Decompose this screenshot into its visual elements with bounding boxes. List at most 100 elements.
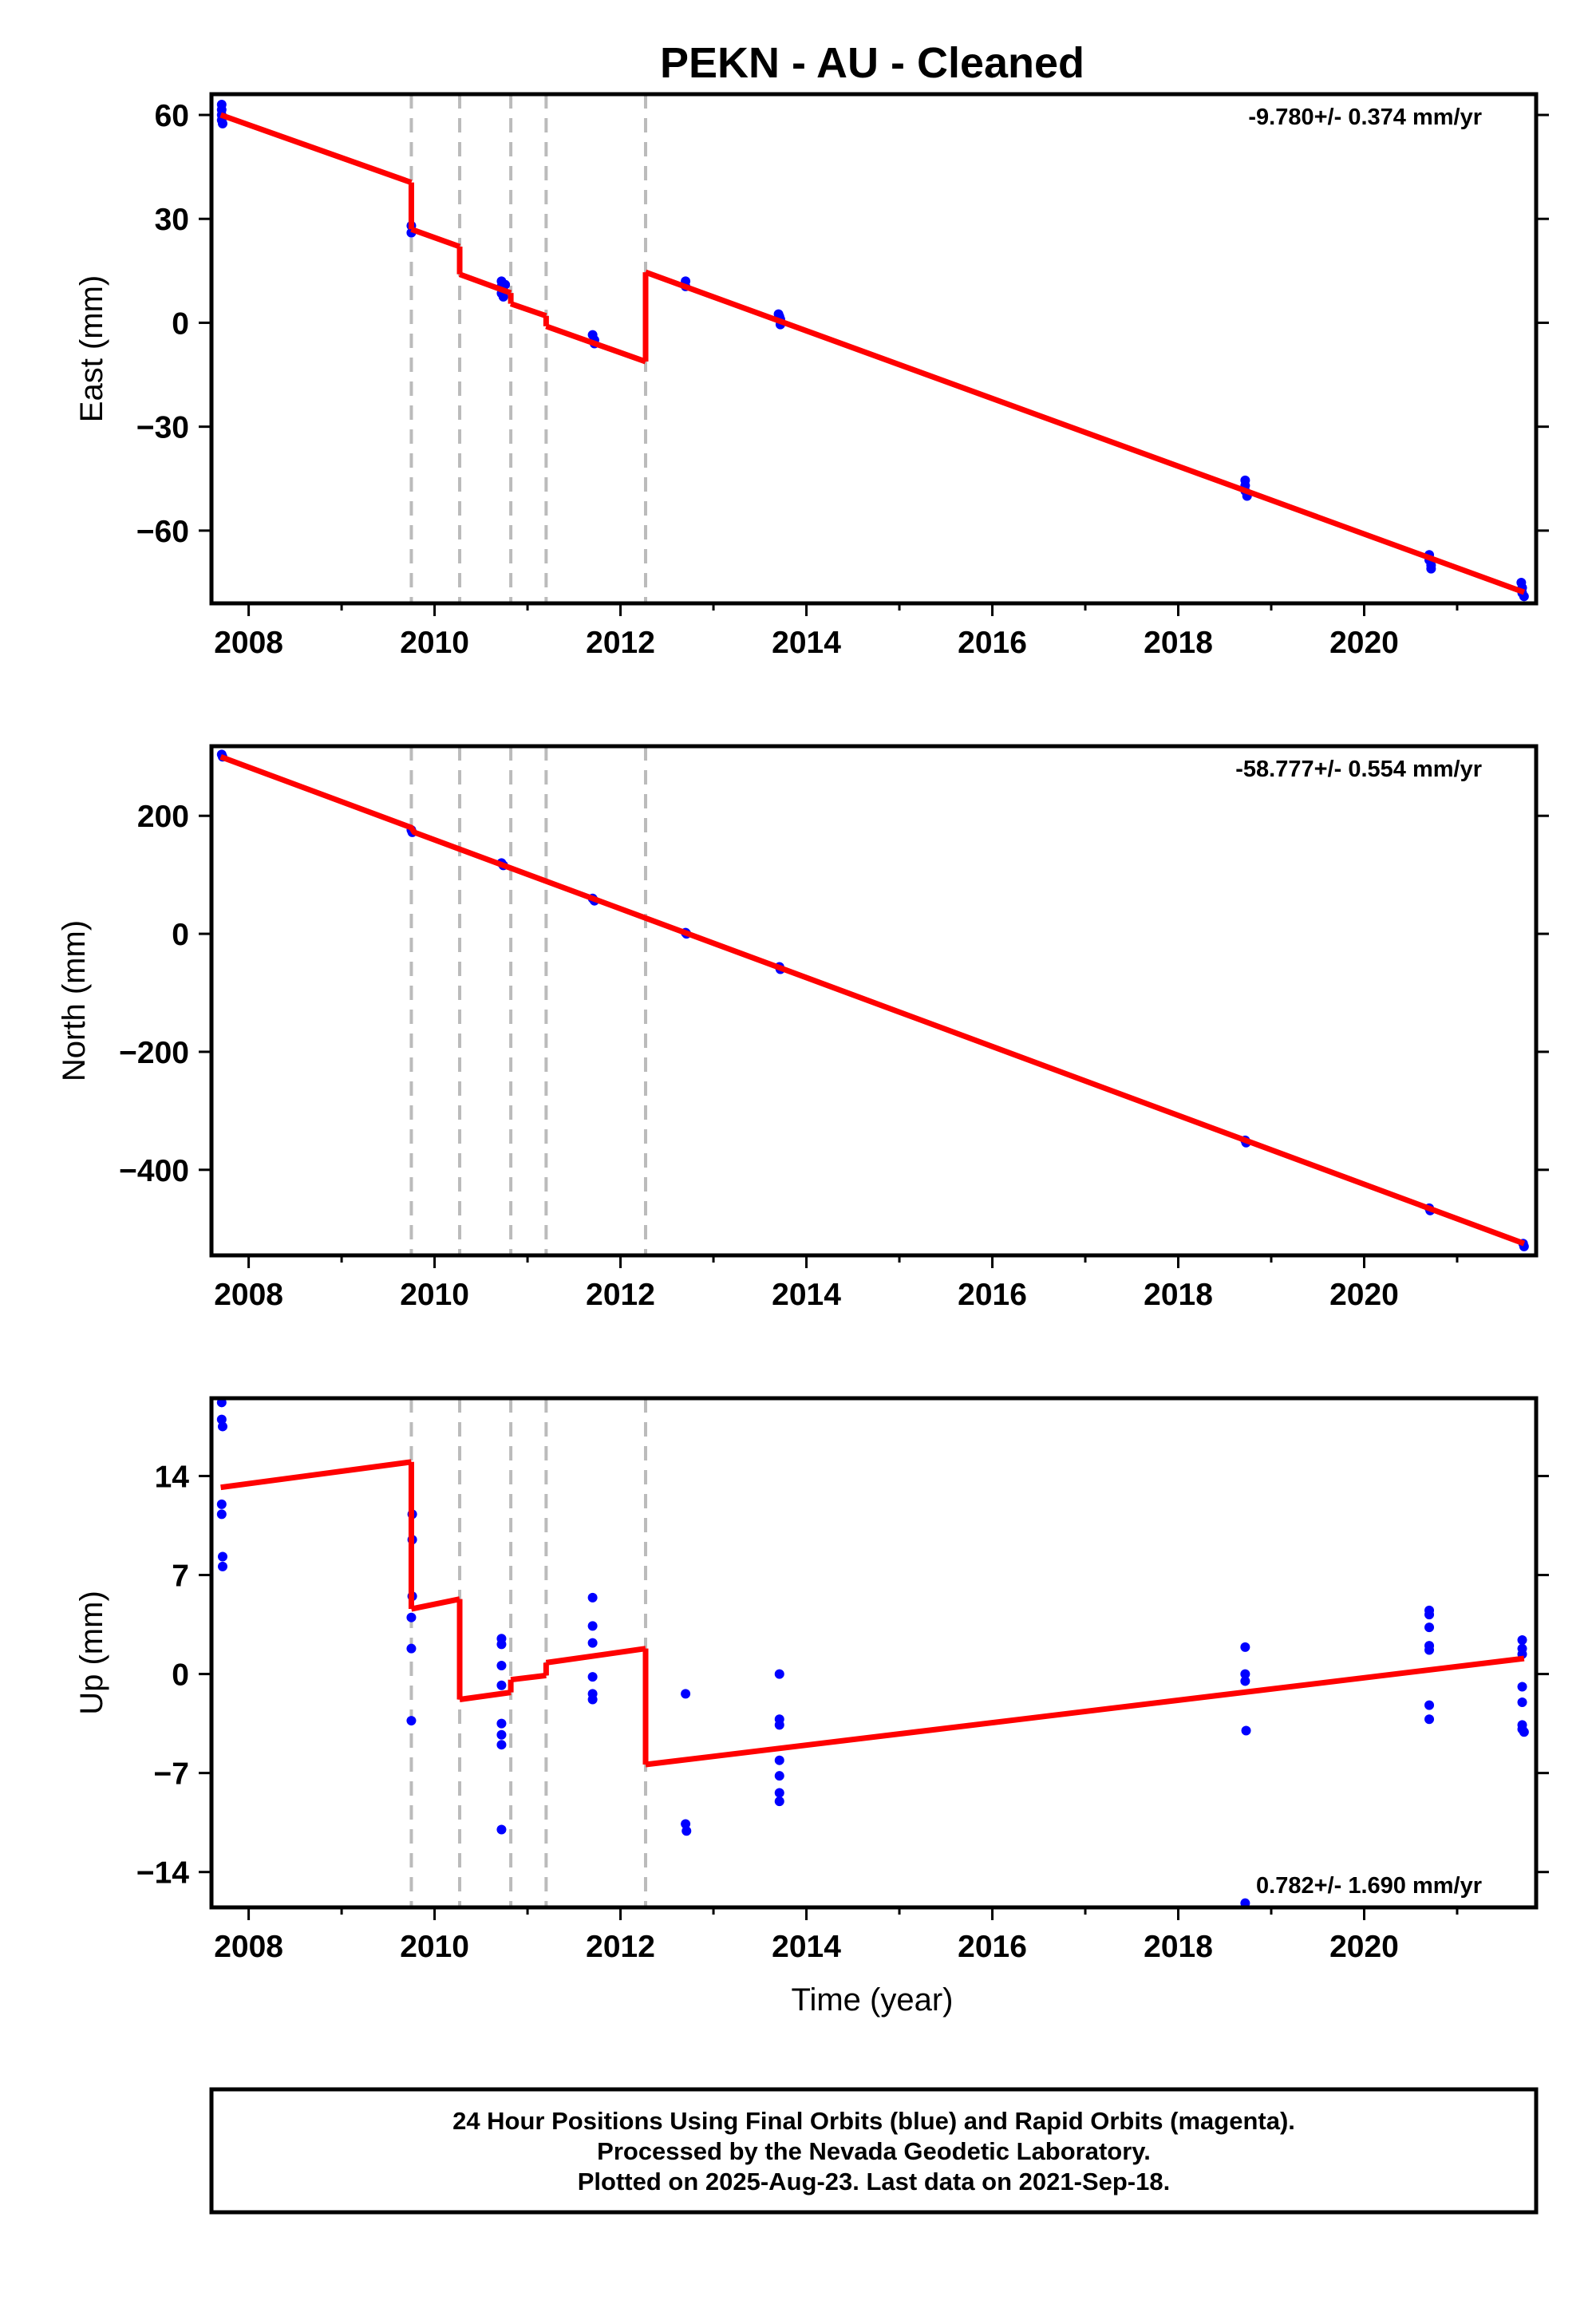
data-point (498, 291, 508, 302)
x-tick-label: 2018 (1144, 1278, 1213, 1312)
footer-line-2: Processed by the Nevada Geodetic Laborat… (597, 2137, 1151, 2165)
data-point (1424, 1700, 1435, 1710)
data-point (216, 1499, 227, 1509)
data-point (500, 279, 511, 290)
y-tick-label: 30 (155, 203, 189, 237)
y-tick-label: 14 (155, 1460, 190, 1494)
y-axis-label: Up (mm) (74, 1591, 109, 1715)
data-point (1241, 1725, 1251, 1736)
x-tick-label: 2008 (214, 626, 283, 660)
data-point (496, 1824, 507, 1835)
y-tick-label: −7 (154, 1757, 189, 1792)
y-tick-label: −200 (119, 1036, 189, 1070)
x-tick-label: 2008 (214, 1930, 283, 1964)
data-point (1240, 1676, 1250, 1686)
data-point (681, 1826, 692, 1836)
model-line-segment (509, 301, 547, 319)
plot-area-north (216, 746, 1529, 1255)
plot-area-up (216, 1398, 1529, 1907)
model-line-segment (219, 112, 413, 185)
panels-group: 2008 2010 2012 2014 2016 2018 2020 60 30 0 −30 −60 E… (57, 92, 1549, 1964)
x-tick-label: 2020 (1329, 1930, 1399, 1964)
data-point (496, 1680, 507, 1690)
footer-line-1: 24 Hour Positions Using Final Orbits (bl… (452, 2107, 1295, 2135)
panel-frame (209, 92, 1539, 606)
model-line-segment (459, 1690, 512, 1702)
data-point (1240, 1898, 1250, 1907)
y-tick-label: 0 (172, 1658, 189, 1693)
data-point (216, 1398, 227, 1408)
model-line-segment (410, 227, 461, 250)
y-axis-label: North (mm) (57, 920, 92, 1081)
data-point (587, 1672, 598, 1682)
data-point (217, 1561, 227, 1571)
data-point (496, 1639, 507, 1650)
data-point (216, 1414, 227, 1425)
x-axis-label: Time (year) (792, 1982, 954, 2018)
data-point (1517, 1682, 1527, 1692)
rate-label: -9.780+/- 0.374 mm/yr (1248, 105, 1482, 130)
x-tick-label: 2020 (1329, 1278, 1399, 1312)
x-tick-label: 2018 (1144, 626, 1213, 660)
x-tick-label: 2014 (772, 1278, 841, 1312)
model-line-segment (545, 323, 647, 365)
model-line-segment (644, 269, 1526, 595)
data-point (217, 1421, 227, 1432)
data-point (496, 1740, 507, 1750)
plot-area-east (216, 94, 1529, 603)
data-point (406, 1612, 417, 1622)
data-point (1519, 1727, 1529, 1737)
x-tick-label: 2012 (586, 1278, 655, 1312)
model-line-segment (510, 1672, 547, 1683)
panel-north: 2008 2010 2012 2014 2016 2018 2020 200 0 −200 −400… (57, 744, 1549, 1312)
x-tick-label: 2012 (586, 626, 655, 660)
x-tick-label: 2016 (958, 1278, 1027, 1312)
data-point (774, 1771, 784, 1781)
data-point (496, 1660, 507, 1670)
x-tick-label: 2018 (1144, 1930, 1213, 1964)
data-point (1240, 1642, 1250, 1652)
x-tick-label: 2014 (772, 1930, 841, 1964)
rate-label: 0.782+/- 1.690 mm/yr (1256, 1873, 1482, 1899)
model-line-segment (410, 1596, 460, 1612)
data-point (587, 1621, 598, 1631)
y-tick-label: −60 (136, 515, 189, 549)
data-point (406, 1643, 417, 1654)
data-point (587, 1694, 598, 1705)
data-point (587, 1592, 598, 1603)
data-point (774, 1796, 784, 1807)
data-point (496, 1729, 507, 1740)
x-tick-label: 2010 (400, 626, 469, 660)
y-tick-label: −400 (119, 1154, 189, 1188)
data-point (1240, 1669, 1250, 1679)
data-point (496, 1718, 507, 1729)
data-point (1424, 1610, 1435, 1620)
data-point (216, 1509, 227, 1520)
data-point (774, 1669, 784, 1679)
data-point (406, 1716, 417, 1726)
model-line-segment (645, 1655, 1525, 1768)
x-tick-label: 2010 (400, 1930, 469, 1964)
y-tick-label: 0 (172, 306, 189, 341)
data-point (774, 1755, 784, 1765)
panel-frame (209, 744, 1539, 1258)
footer-box (209, 2087, 1539, 2215)
panel-frame (209, 1396, 1539, 1910)
x-tick-label: 2014 (772, 626, 841, 660)
data-point (681, 1819, 691, 1829)
data-point (774, 1720, 784, 1730)
y-tick-label: 7 (172, 1559, 189, 1594)
y-tick-label: 200 (137, 800, 189, 834)
data-point (1424, 1714, 1435, 1725)
data-point (1424, 1645, 1435, 1655)
y-tick-label: −30 (136, 411, 189, 445)
y-tick-label: 60 (155, 99, 189, 133)
data-point (1426, 563, 1436, 574)
model-line-segment (545, 1646, 646, 1666)
rate-label: -58.777+/- 0.554 mm/yr (1235, 757, 1482, 782)
data-point (1517, 1697, 1527, 1708)
data-point (1517, 1635, 1527, 1646)
data-point (774, 1788, 784, 1798)
data-point (681, 1689, 691, 1699)
